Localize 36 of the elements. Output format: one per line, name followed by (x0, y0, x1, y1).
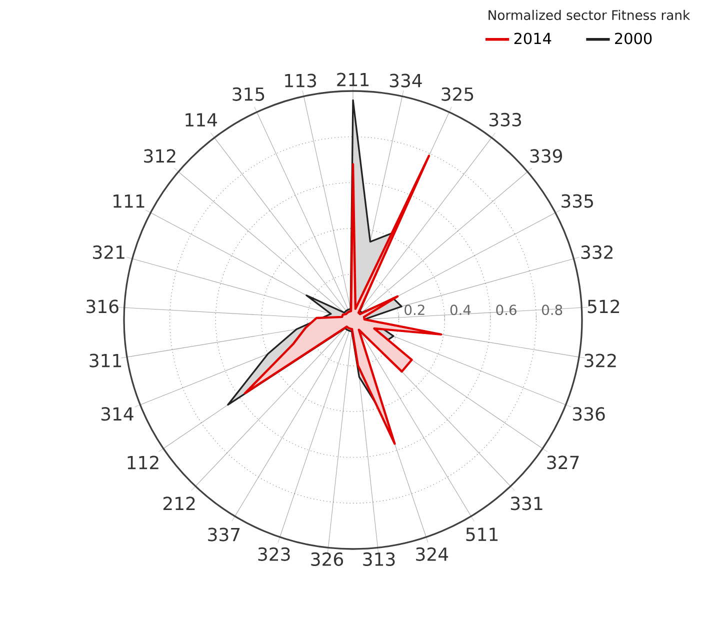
spoke-label: 332 (581, 245, 612, 260)
spoke-label: 311 (90, 354, 122, 368)
spoke-label: 113 (285, 74, 316, 88)
spoke-label: 314 (101, 407, 134, 421)
legend-label: 2014 (514, 32, 552, 44)
spoke-label: 325 (442, 87, 474, 101)
spoke-label: 334 (390, 74, 422, 88)
spoke-label: 315 (232, 87, 264, 101)
y-tick-label: 0.6 (496, 304, 516, 316)
spoke-label: 339 (530, 149, 562, 163)
spoke-label: 211 (337, 72, 369, 86)
spoke-label: 313 (363, 552, 395, 566)
spoke-label: 112 (128, 456, 158, 470)
spoke-label: 321 (93, 245, 124, 260)
spoke-label: 512 (588, 300, 619, 314)
y-tick-label: 0.2 (404, 304, 424, 316)
spoke-label: 333 (489, 112, 522, 126)
spoke-label: 323 (258, 547, 290, 561)
spoke-label: 336 (572, 407, 605, 421)
spoke-label: 322 (584, 354, 616, 368)
legend-title: Normalized sector Fitness rank (488, 10, 690, 20)
spoke-label: 331 (510, 496, 542, 510)
y-tick-label: 0.4 (450, 304, 471, 316)
spoke-label: 327 (547, 456, 579, 470)
spoke-label: 511 (466, 528, 498, 542)
spoke-label: 316 (86, 300, 118, 314)
spoke-label: 324 (416, 547, 448, 561)
spoke-label: 337 (208, 528, 240, 542)
spoke-label: 111 (114, 194, 144, 208)
y-tick-label: 0.8 (542, 304, 562, 316)
spoke-label: 114 (186, 113, 217, 126)
spoke-label: 212 (163, 496, 195, 510)
spoke-label: 312 (144, 149, 176, 163)
legend-label: 2000 (615, 32, 652, 44)
spoke-label: 335 (562, 194, 593, 208)
spoke-label: 326 (311, 552, 344, 566)
